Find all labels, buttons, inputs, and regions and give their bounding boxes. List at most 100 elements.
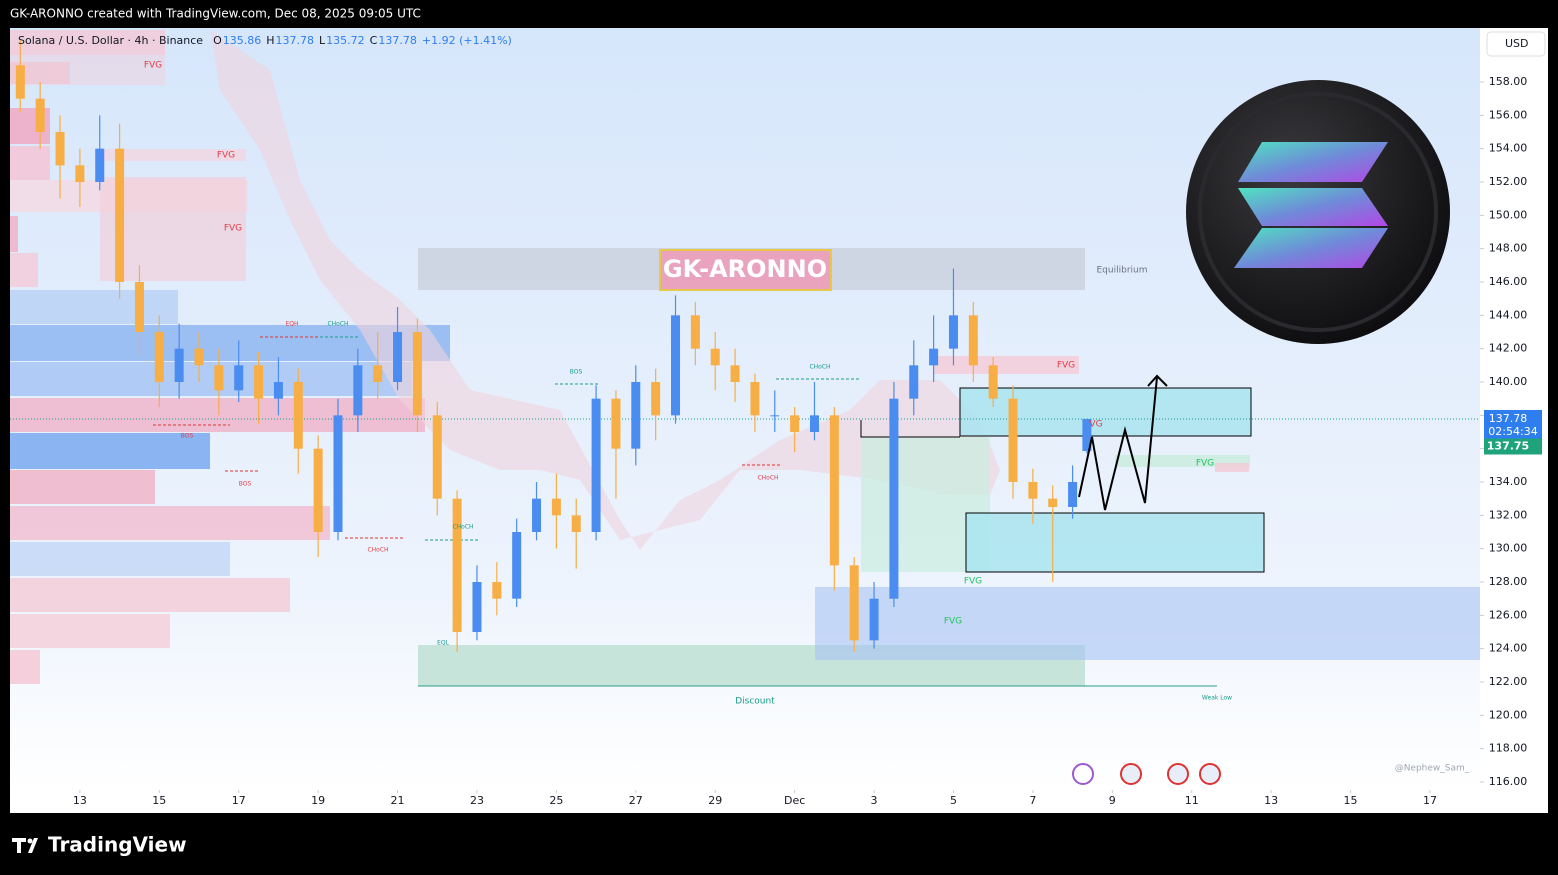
volume-profile-bar <box>10 290 178 324</box>
last-price-box <box>1484 410 1542 440</box>
zone <box>959 387 1252 437</box>
volume-profile-bar <box>10 506 330 540</box>
ohlc-label: L <box>319 34 326 47</box>
logo-dot <box>27 838 33 844</box>
event-icon[interactable] <box>1167 763 1189 785</box>
x-tick-label: 17 <box>232 794 246 807</box>
logo-bar <box>1238 188 1388 226</box>
candle-body <box>75 165 85 182</box>
annotation: CHoCH <box>809 364 830 371</box>
ohlc-value: 135.72 <box>326 34 365 47</box>
currency-button[interactable] <box>1486 31 1546 57</box>
candle-body <box>829 415 839 566</box>
candle-body <box>154 332 164 382</box>
x-tick-label: 29 <box>708 794 722 807</box>
annotation: BOS <box>570 369 583 376</box>
event-icon[interactable] <box>1199 763 1221 785</box>
candle-body <box>1028 482 1038 499</box>
y-tick-label: 134.00 <box>1489 475 1528 488</box>
candle-body <box>631 382 641 449</box>
x-tick-label: 15 <box>1344 794 1358 807</box>
event-icons <box>1072 763 1221 785</box>
zone <box>815 587 1480 660</box>
zones <box>10 30 1480 687</box>
candle-body <box>571 515 581 532</box>
candle-body <box>532 498 542 532</box>
solana-logo <box>1186 80 1450 344</box>
y-tick-label: 142.00 <box>1489 342 1528 355</box>
event-icon[interactable] <box>1072 763 1094 785</box>
volume-profile-bar <box>10 650 40 684</box>
zone <box>96 149 246 161</box>
candle-body <box>611 398 621 449</box>
annotation: FVG <box>144 61 162 71</box>
x-tick-label: 7 <box>1029 794 1036 807</box>
x-tick-label: 27 <box>629 794 643 807</box>
y-tick-label: 144.00 <box>1489 308 1528 321</box>
candle-body <box>95 148 105 182</box>
annotation: CHoCH <box>327 321 348 328</box>
annotation: FVG <box>944 617 962 627</box>
y-tick-label: 156.00 <box>1489 108 1528 121</box>
zone <box>10 30 165 85</box>
candle-body <box>889 398 899 599</box>
y-tick-label: 132.00 <box>1489 508 1528 521</box>
candle-body <box>55 132 65 166</box>
x-tick-label: 17 <box>1423 794 1437 807</box>
volume-profile-bar <box>10 542 230 576</box>
footer-brand: TradingView <box>48 833 187 857</box>
logo-mark <box>12 838 38 853</box>
coin-rim <box>1198 92 1438 332</box>
zone <box>965 512 1265 573</box>
candle-body <box>869 598 879 641</box>
y-tick-label: 122.00 <box>1489 675 1528 688</box>
event-icon[interactable] <box>1120 763 1142 785</box>
y-tick-label: 152.00 <box>1489 175 1528 188</box>
candle-body <box>809 415 819 432</box>
annotation: FVG <box>1196 459 1214 469</box>
last-price-label: 137.78 <box>1489 412 1528 425</box>
ohlc-label: H <box>266 34 274 47</box>
ohlc-label: C <box>370 34 378 47</box>
ohlc-value: 135.86 <box>223 34 262 47</box>
volume-profile-bar <box>10 253 38 287</box>
candle-body <box>134 282 144 332</box>
annotation: CHoCH <box>757 475 778 482</box>
x-tick-label: 5 <box>950 794 957 807</box>
candle-body <box>671 315 681 416</box>
zone <box>1215 463 1249 472</box>
x-tick-label: Dec <box>784 794 805 807</box>
candle-body <box>988 365 998 399</box>
x-tick-label: 25 <box>549 794 563 807</box>
symbol: Solana / U.S. Dollar · 4h · Binance <box>18 34 203 47</box>
y-tick-label: 128.00 <box>1489 575 1528 588</box>
y-tick-label: 120.00 <box>1489 708 1528 721</box>
arrow-head <box>1147 374 1168 387</box>
candle-body <box>948 315 958 349</box>
candle-body <box>690 315 700 349</box>
candle-body <box>929 348 939 366</box>
candle-body <box>591 398 601 532</box>
candle-body <box>174 348 184 382</box>
y-tick-label: 154.00 <box>1489 142 1528 155</box>
y-tick-label: 118.00 <box>1489 742 1528 755</box>
logo-bar <box>1234 228 1388 268</box>
candle-body <box>651 382 661 416</box>
x-tick-label: 9 <box>1109 794 1116 807</box>
annotation: BOS <box>181 433 194 440</box>
candle-body <box>214 365 224 391</box>
y-tick-label: 148.00 <box>1489 242 1528 255</box>
credit: @Nephew_Sam_ <box>1395 764 1470 774</box>
watermark-box <box>659 249 832 291</box>
annotation: EQH <box>285 321 298 328</box>
candle-body <box>115 148 125 282</box>
candle-body <box>710 348 720 366</box>
candle-body <box>849 565 859 641</box>
candle-body <box>452 498 462 632</box>
annotation: CHoCH <box>452 524 473 531</box>
candle-body <box>730 365 740 382</box>
projection-path <box>1078 376 1158 511</box>
countdown: 02:54:34 <box>1488 425 1537 438</box>
candle-body <box>1008 398 1018 482</box>
